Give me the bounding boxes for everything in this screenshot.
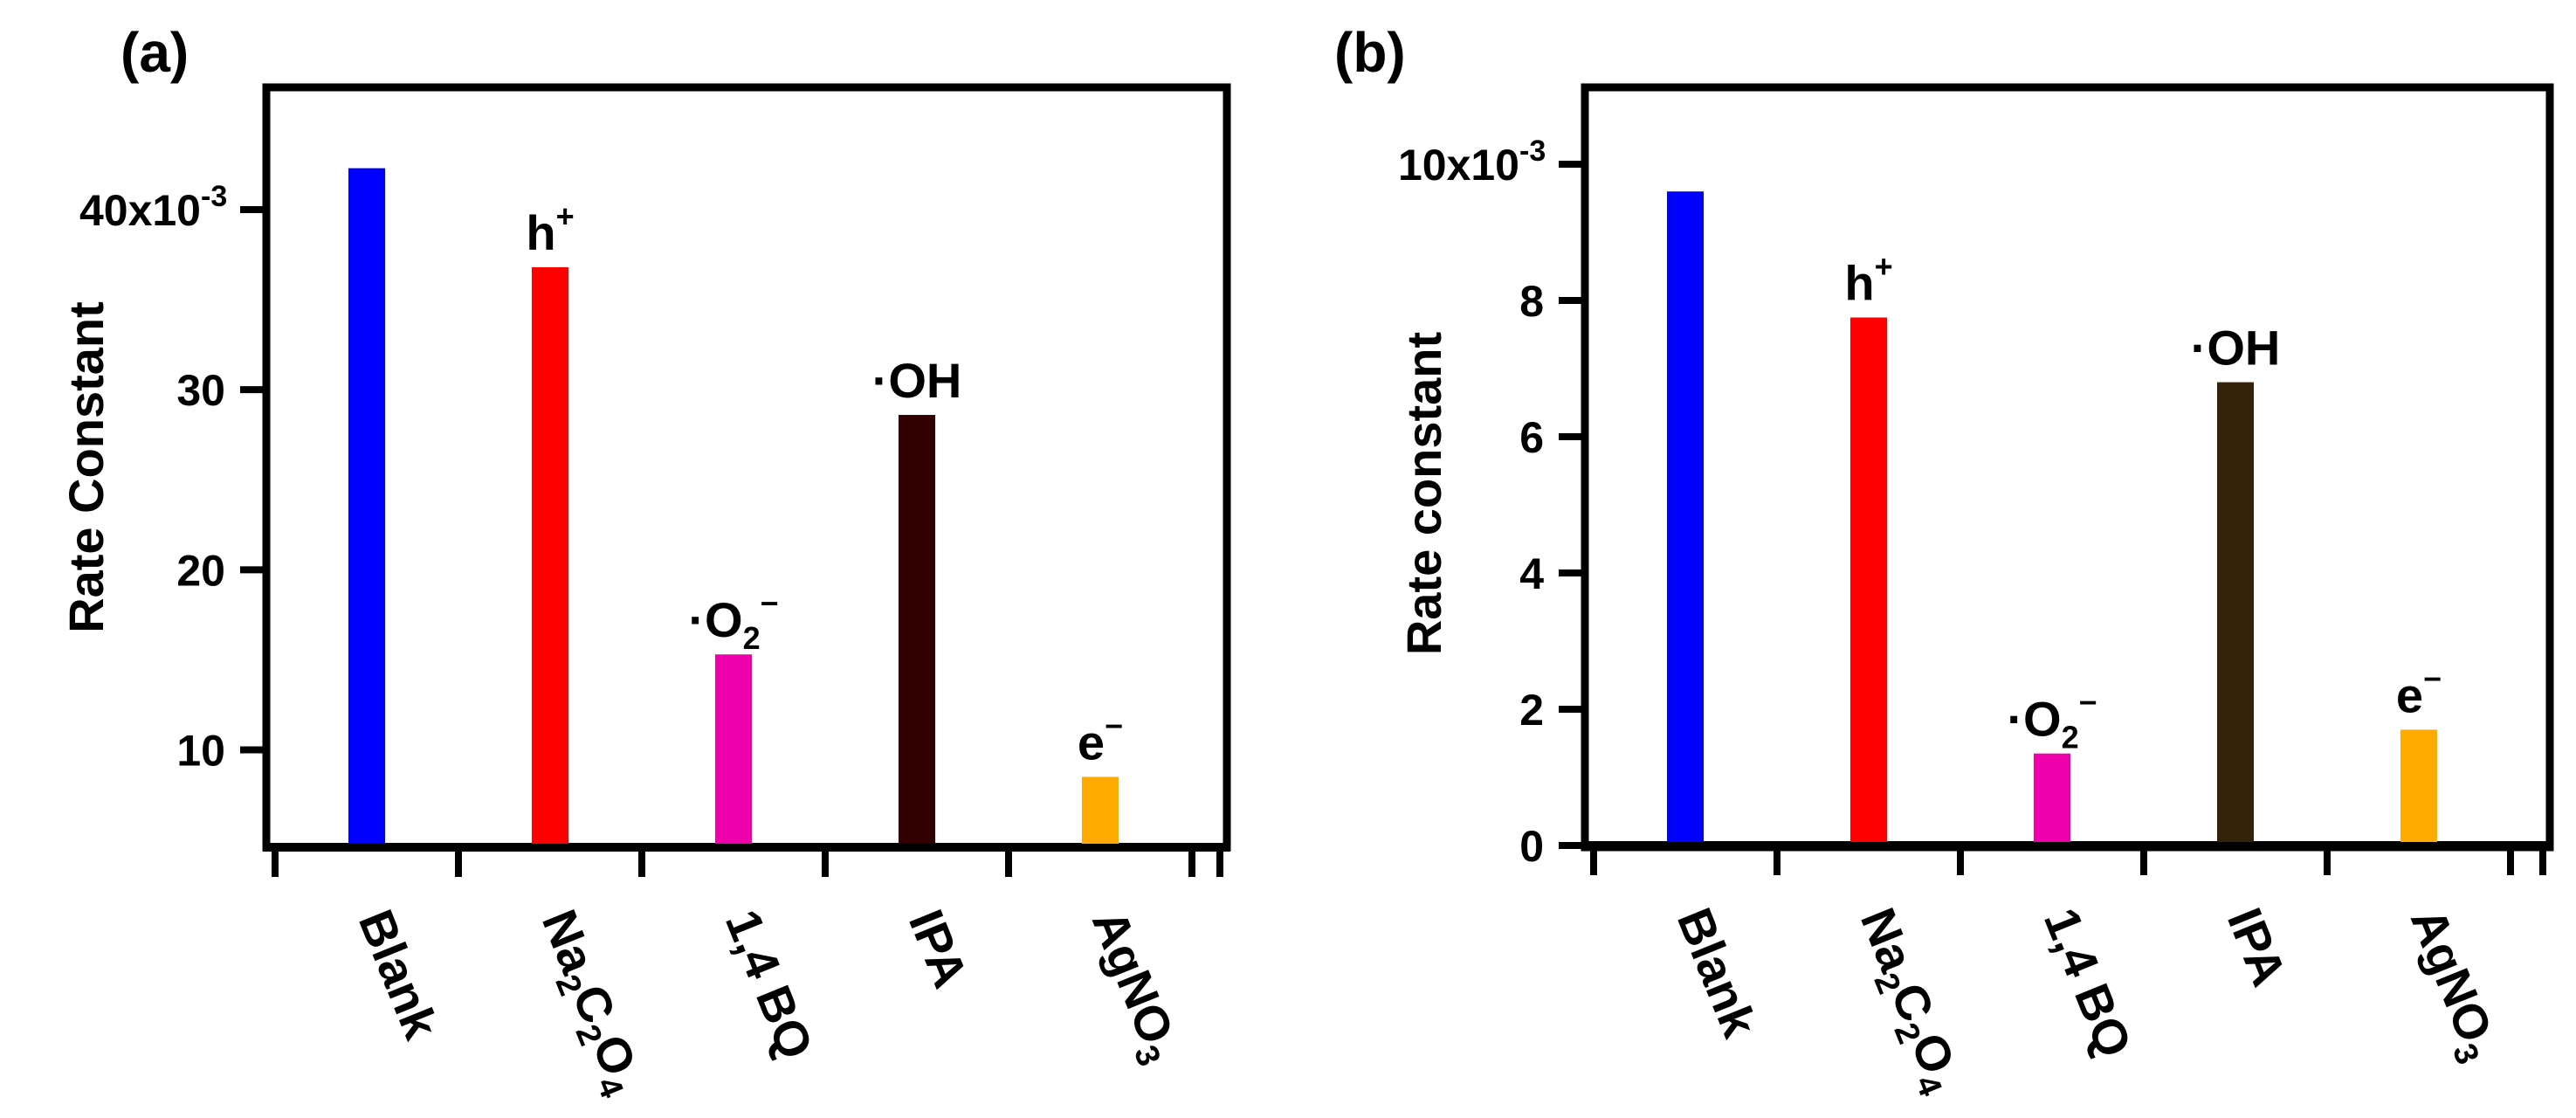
panel-label-b: (b) bbox=[1334, 21, 1406, 84]
y-axis-label-b: Rate constant bbox=[1396, 332, 1451, 655]
bar bbox=[2217, 382, 2254, 843]
x-tick-label: Blank bbox=[348, 902, 450, 1047]
y-tick-label: 10x10 bbox=[1398, 141, 1519, 190]
y-tick-label: 8 bbox=[1519, 277, 1544, 326]
y-tick-label: 30 bbox=[176, 366, 225, 415]
x-tick-label: AgNO3 bbox=[2393, 901, 2511, 1070]
bar-annotation: e− bbox=[1078, 707, 1123, 769]
y-tick-label: 2 bbox=[1519, 686, 1544, 735]
bar-annotation: ·O2− bbox=[688, 585, 778, 656]
x-tick-label: 1,4 BQ bbox=[715, 902, 824, 1066]
bar bbox=[532, 266, 568, 844]
bar-annotation: h+ bbox=[1844, 249, 1892, 311]
x-tick-label: IPA bbox=[2217, 901, 2297, 993]
x-tick-label: AgNO3 bbox=[1075, 902, 1192, 1072]
y-tick-exponent: -3 bbox=[201, 180, 227, 213]
y-tick-label: 20 bbox=[176, 546, 225, 595]
y-axis-label-a: Rate Constant bbox=[59, 301, 114, 633]
x-tick-label: Na2C2O4 bbox=[1843, 901, 1973, 1101]
bar bbox=[2400, 729, 2437, 842]
y-tick-label: 0 bbox=[1519, 822, 1544, 871]
x-tick-label: IPA bbox=[899, 902, 979, 995]
bar bbox=[1082, 776, 1119, 844]
y-tick-label: 6 bbox=[1519, 413, 1544, 462]
panel-b: (b) Rate constant 0 2 4 6 8 10x10 -3 Blank h+ Na2… bbox=[1334, 21, 2554, 1101]
y-tick-exponent: -3 bbox=[1519, 135, 1546, 168]
bar-annotation: ·OH bbox=[2191, 321, 2281, 376]
bar bbox=[2034, 753, 2070, 842]
bar-annotation: ·O2− bbox=[2007, 685, 2097, 756]
bar bbox=[899, 415, 935, 844]
x-tick-label: Na2C2O4 bbox=[525, 902, 655, 1103]
bar bbox=[1667, 191, 1704, 842]
bar bbox=[1850, 317, 1887, 842]
x-tick-label: Blank bbox=[1667, 901, 1768, 1046]
panel-a: (a) Rate Constant 10 20 30 40x10 -3 Blank h+ Na… bbox=[59, 21, 1231, 1103]
panel-label-a: (a) bbox=[121, 21, 189, 84]
y-tick-label: 10 bbox=[176, 727, 225, 776]
x-tick-label: 1,4 BQ bbox=[2034, 901, 2143, 1065]
bar-annotation: h+ bbox=[526, 198, 574, 260]
bar bbox=[348, 168, 385, 844]
y-tick-label: 40x10 bbox=[79, 186, 201, 235]
bar-annotation: ·OH bbox=[872, 353, 962, 408]
y-tick-label: 4 bbox=[1519, 549, 1544, 598]
bar bbox=[715, 654, 752, 844]
bar-annotation: e− bbox=[2396, 660, 2442, 722]
